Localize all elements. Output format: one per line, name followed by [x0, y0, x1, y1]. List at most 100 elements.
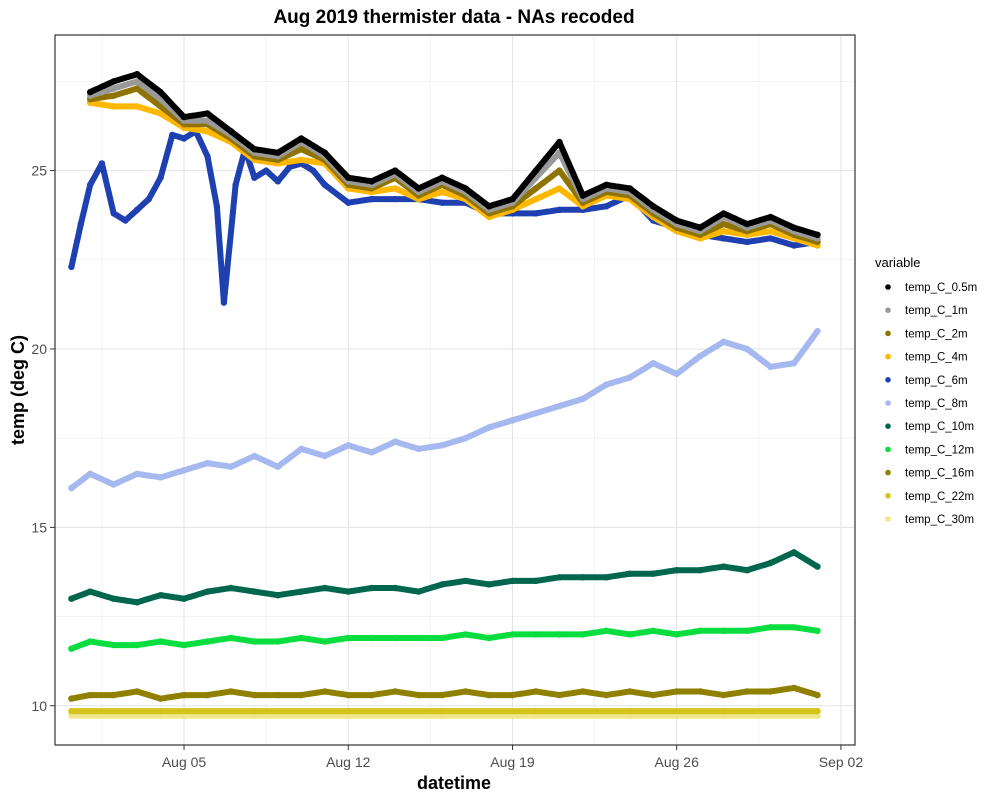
legend-label: temp_C_30m — [905, 514, 974, 526]
data-point-temp-c-4m — [720, 228, 727, 235]
data-point-temp-c-12m — [697, 627, 704, 634]
data-point-temp-c-16m — [68, 695, 75, 702]
data-point-temp-c-10m — [579, 574, 587, 581]
data-point-temp-c-0-5m — [462, 185, 469, 192]
legend-label: temp_C_4m — [905, 352, 968, 364]
data-point-temp-c-8m — [368, 449, 375, 456]
data-point-temp-c-6m — [232, 181, 239, 188]
legend-key — [885, 423, 891, 430]
series-line-temp-c-4m — [87, 99, 821, 249]
data-point-temp-c-4m — [556, 185, 563, 192]
data-point-temp-c-8m — [603, 381, 610, 388]
data-point-temp-c-12m — [345, 634, 352, 642]
data-point-temp-c-22m — [626, 707, 633, 715]
y-tick-label: 20 — [31, 341, 47, 357]
data-point-temp-c-6m — [262, 167, 270, 174]
series-temp-c-8m — [68, 327, 821, 492]
data-point-temp-c-16m — [650, 691, 657, 699]
series-temp-c-12m — [68, 624, 821, 652]
data-point-temp-c-12m — [227, 634, 235, 642]
data-point-temp-c-16m — [133, 688, 141, 695]
data-point-temp-c-10m — [298, 588, 305, 595]
data-point-temp-c-6m — [133, 206, 141, 213]
data-point-temp-c-10m — [790, 549, 798, 556]
data-point-temp-c-0-5m — [790, 224, 798, 231]
data-point-temp-c-12m — [204, 638, 211, 645]
data-point-temp-c-10m — [345, 588, 352, 595]
axes: Aug 05 Aug 12 Aug 19 Aug 26 Sep 02 10 15 20 25 — [31, 163, 863, 770]
data-point-temp-c-16m — [556, 691, 563, 699]
x-tick-label: Aug 19 — [490, 754, 535, 770]
data-point-temp-c-6m — [392, 195, 399, 203]
data-point-temp-c-8m — [274, 463, 282, 470]
data-point-temp-c-16m — [180, 691, 188, 699]
data-point-temp-c-10m — [509, 577, 516, 585]
data-point-temp-c-10m — [650, 570, 657, 577]
data-point-temp-c-12m — [814, 627, 821, 634]
series-line-temp-c-0-5m — [87, 71, 821, 238]
data-point-temp-c-16m — [626, 688, 633, 695]
legend-item: temp_C_22m — [885, 491, 974, 503]
data-point-temp-c-22m — [157, 707, 164, 715]
data-point-temp-c-8m — [345, 442, 352, 449]
data-point-temp-c-6m — [274, 178, 282, 185]
data-point-temp-c-6m — [220, 299, 228, 306]
data-point-temp-c-22m — [814, 707, 821, 715]
data-point-temp-c-16m — [345, 691, 352, 699]
data-point-temp-c-10m — [180, 595, 188, 602]
data-point-temp-c-6m — [204, 153, 211, 160]
data-point-temp-c-10m — [415, 588, 422, 595]
legend-item: temp_C_2m — [885, 328, 968, 340]
data-point-temp-c-0-5m — [767, 213, 774, 221]
data-point-temp-c-8m — [321, 452, 328, 460]
data-point-temp-c-0-5m — [485, 203, 493, 210]
data-point-temp-c-6m — [368, 195, 375, 203]
data-point-temp-c-10m — [485, 581, 493, 588]
data-point-temp-c-0-5m — [509, 195, 516, 203]
data-point-temp-c-16m — [697, 688, 704, 695]
data-point-temp-c-6m — [251, 174, 258, 181]
legend-key — [885, 307, 891, 314]
data-point-temp-c-0-5m — [650, 203, 657, 210]
data-point-temp-c-4m — [204, 128, 211, 135]
data-point-temp-c-16m — [462, 688, 469, 695]
data-point-temp-c-6m — [68, 263, 75, 271]
data-point-temp-c-10m — [697, 567, 704, 574]
legend-key — [885, 377, 891, 383]
data-point-temp-c-16m — [392, 688, 399, 695]
legend-label: temp_C_1m — [905, 305, 968, 317]
data-point-temp-c-12m — [110, 641, 117, 649]
data-point-temp-c-8m — [157, 474, 164, 481]
data-point-temp-c-16m — [673, 688, 680, 695]
data-point-temp-c-8m — [133, 470, 141, 477]
data-point-temp-c-6m — [98, 160, 106, 167]
data-point-temp-c-6m — [556, 206, 563, 213]
data-point-temp-c-0-5m — [438, 174, 446, 181]
data-point-temp-c-12m — [650, 627, 657, 634]
data-point-temp-c-10m — [204, 588, 211, 595]
data-point-temp-c-0-5m — [603, 181, 610, 188]
data-point-temp-c-0-5m — [298, 135, 305, 142]
data-point-temp-c-6m — [213, 203, 221, 210]
data-point-temp-c-10m — [251, 588, 258, 595]
data-point-temp-c-22m — [438, 707, 446, 715]
data-point-temp-c-0-5m — [415, 185, 422, 192]
data-point-temp-c-0-5m — [626, 185, 633, 192]
data-point-temp-c-6m — [169, 131, 176, 139]
data-point-temp-c-0-5m — [368, 178, 375, 185]
data-point-temp-c-12m — [603, 627, 610, 634]
data-point-temp-c-12m — [767, 624, 774, 631]
data-point-temp-c-8m — [415, 445, 422, 453]
data-point-temp-c-10m — [720, 563, 727, 570]
data-point-temp-c-8m — [790, 360, 798, 367]
data-point-temp-c-10m — [392, 584, 399, 592]
data-point-temp-c-0-5m — [579, 192, 587, 199]
data-point-temp-c-22m — [532, 707, 540, 715]
legend-item: temp_C_16m — [885, 468, 974, 480]
data-point-temp-c-12m — [68, 645, 75, 652]
data-point-temp-c-16m — [603, 691, 610, 699]
legend-item: temp_C_0.5m — [885, 282, 977, 294]
data-point-temp-c-16m — [298, 691, 305, 699]
data-point-temp-c-16m — [579, 688, 587, 695]
data-point-temp-c-6m — [122, 217, 129, 224]
